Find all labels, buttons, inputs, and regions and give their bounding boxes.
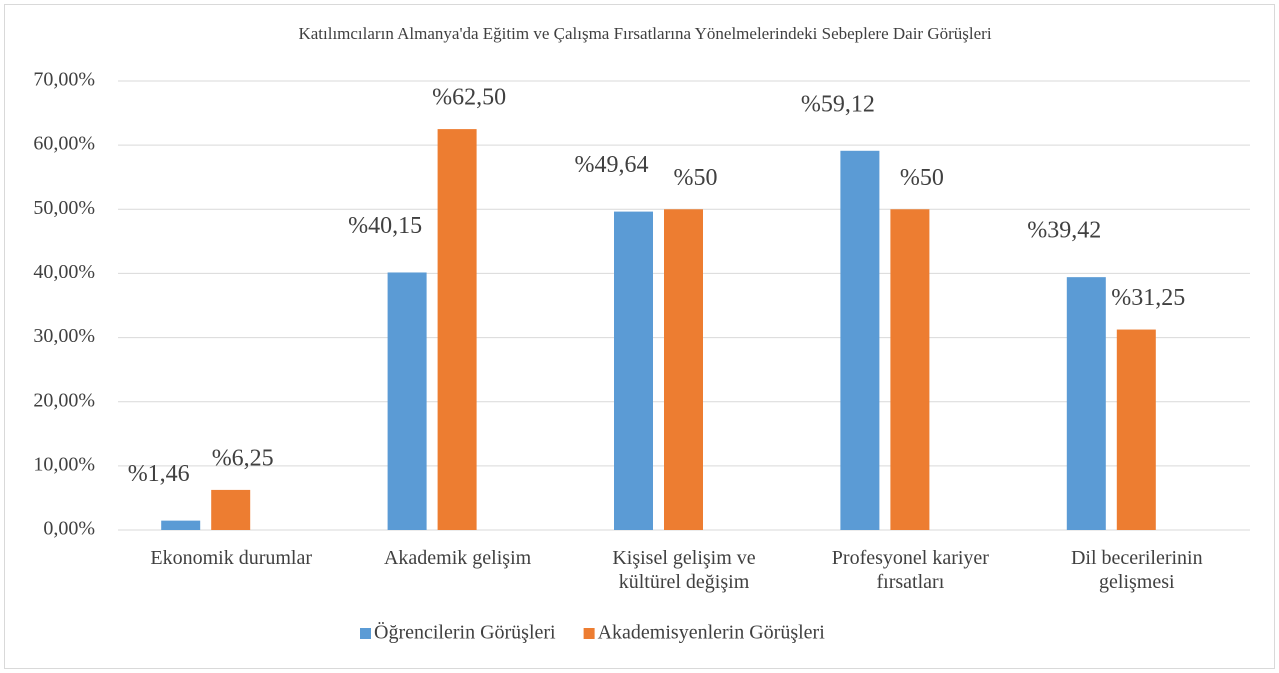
data-label: %50: [674, 165, 718, 191]
chart-title: Katılımcıların Almanya'da Eğitim ve Çalı…: [298, 24, 991, 43]
data-label: %59,12: [801, 91, 875, 117]
data-label: %39,42: [1027, 218, 1101, 244]
x-tick-label: Profesyonel kariyer fırsatları: [831, 547, 989, 593]
data-label: %50: [900, 165, 944, 191]
bar: [664, 209, 703, 531]
y-tick-label: 10,00%: [33, 453, 95, 475]
bar: [437, 129, 477, 530]
y-tick-label: 20,00%: [33, 389, 95, 411]
data-label: %31,25: [1111, 285, 1185, 311]
bar: [890, 209, 930, 531]
y-tick-label: 50,00%: [33, 197, 95, 219]
bar: [1066, 277, 1106, 530]
bar: [840, 150, 880, 531]
data-label: %6,25: [212, 445, 274, 471]
data-label: %1,46: [128, 461, 190, 487]
y-tick-label: 70,00%: [33, 69, 95, 91]
x-tick-label: Akademik gelişim: [383, 547, 532, 569]
data-label: %40,15: [348, 213, 422, 239]
data-label: %49,64: [575, 152, 649, 178]
legend-swatch: [583, 628, 595, 639]
bar: [1116, 329, 1156, 530]
data-label: %62,50: [432, 85, 506, 111]
y-tick-label: 30,00%: [33, 325, 95, 347]
x-tick-label: Ekonomik durumlar: [150, 547, 312, 569]
x-tick-label: Kişisel gelişim ve kültürel değişim: [612, 547, 756, 593]
bar: [211, 489, 251, 530]
y-tick-label: 60,00%: [33, 133, 95, 155]
y-tick-label: 0,00%: [43, 518, 95, 540]
bar: [161, 520, 201, 530]
x-tick-label: Dil becerilerinin gelişmesi: [1070, 547, 1203, 593]
bar: [387, 272, 427, 530]
legend-swatch: [360, 628, 371, 639]
bar: [614, 211, 653, 531]
legend-label: Öğrencilerin Görüşleri: [374, 621, 556, 644]
y-tick-label: 40,00%: [33, 261, 95, 283]
legend-label: Akademisyenlerin Görüşleri: [598, 622, 826, 644]
